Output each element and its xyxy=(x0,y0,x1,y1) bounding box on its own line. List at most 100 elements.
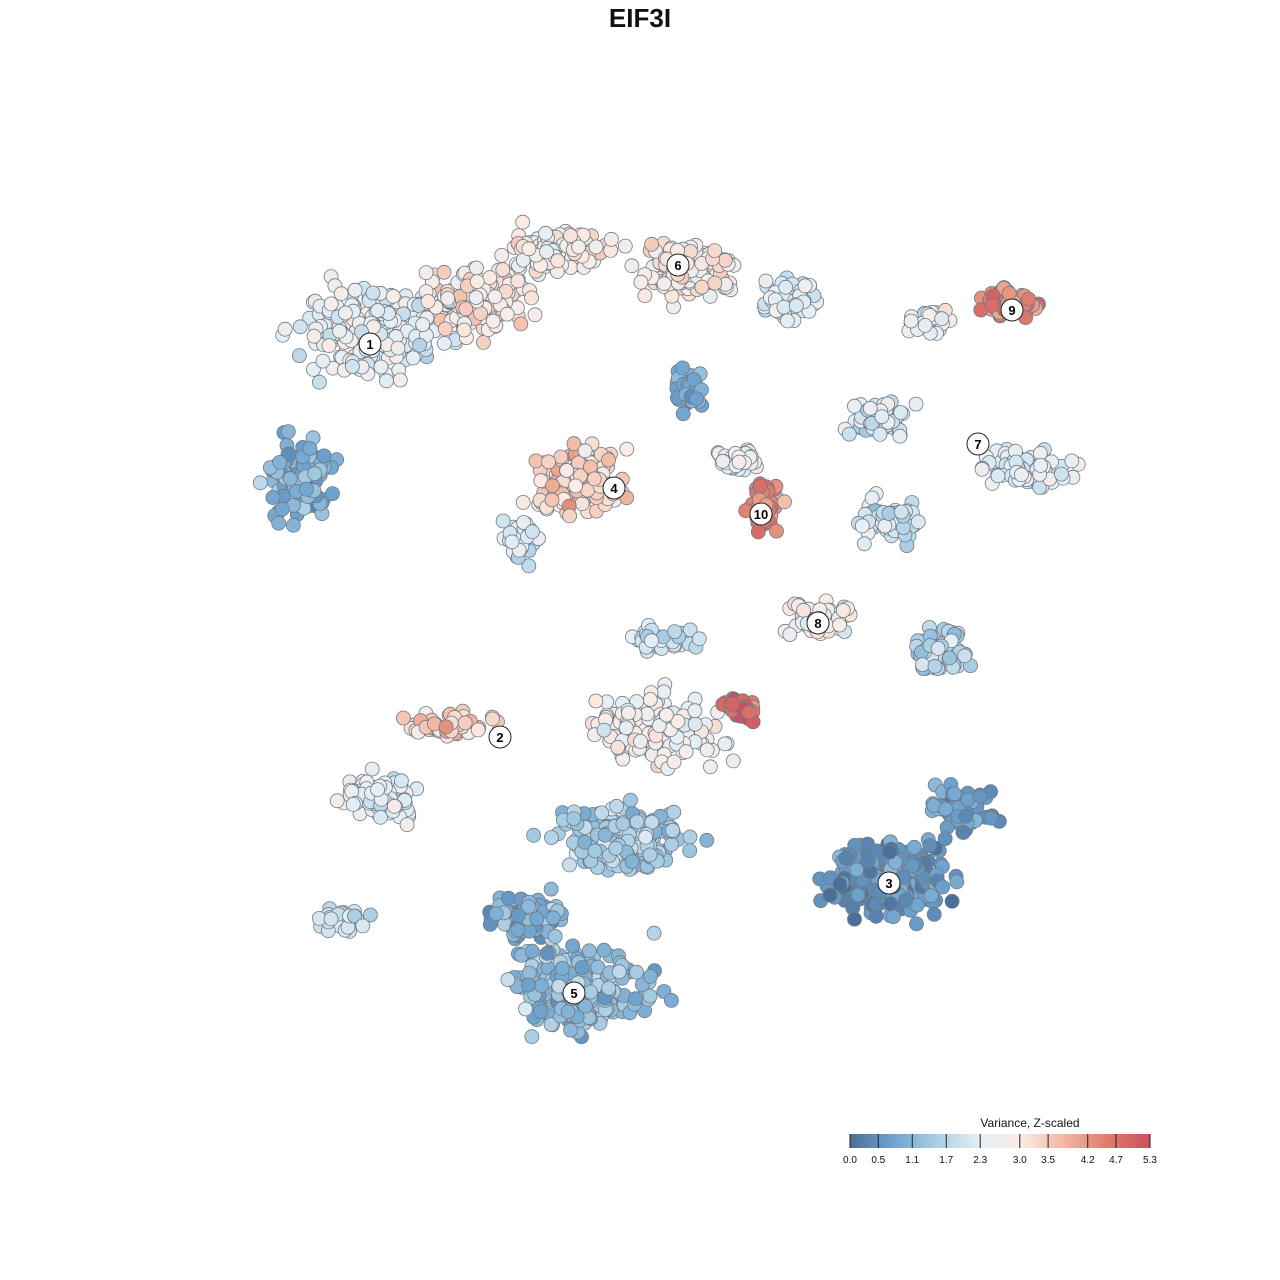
cell-point xyxy=(571,239,586,255)
cell-point xyxy=(476,334,491,350)
legend-tick-label: 5.3 xyxy=(1143,1155,1157,1166)
cell-point xyxy=(644,633,659,649)
cell-point xyxy=(513,316,529,332)
legend-tick-label: 4.7 xyxy=(1109,1155,1123,1166)
cell-point xyxy=(305,361,321,377)
cell-point xyxy=(667,624,683,639)
cell-point xyxy=(881,506,897,521)
cell-point xyxy=(316,448,332,464)
cell-point xyxy=(347,908,362,924)
cell-point xyxy=(885,909,901,925)
cell-point xyxy=(563,1022,578,1038)
cell-point xyxy=(280,424,296,440)
cell-point xyxy=(949,874,965,890)
cell-point xyxy=(882,844,898,860)
cell-point xyxy=(915,657,930,672)
cell-point xyxy=(642,847,658,863)
cell-point xyxy=(544,830,559,845)
cell-point xyxy=(539,244,554,260)
cell-point xyxy=(664,993,679,1008)
cell-point xyxy=(934,311,950,327)
cell-point xyxy=(271,515,287,531)
cell-point xyxy=(574,496,590,512)
cell-point xyxy=(628,991,643,1007)
cell-point xyxy=(935,879,950,895)
cell-point xyxy=(922,838,938,853)
cell-point xyxy=(777,494,792,510)
cell-point xyxy=(468,260,484,276)
cell-point xyxy=(518,1001,533,1017)
cell-point xyxy=(469,274,485,290)
cell-point xyxy=(956,825,971,840)
cell-point xyxy=(898,892,914,908)
cell-point xyxy=(707,243,723,259)
cell-point xyxy=(495,513,511,529)
cluster-label-1: 1 xyxy=(358,332,382,356)
cell-point xyxy=(550,253,566,269)
cell-point xyxy=(510,908,526,923)
cell-point xyxy=(926,907,942,922)
cluster-marker xyxy=(966,432,990,456)
cell-point xyxy=(568,478,583,494)
cell-point xyxy=(586,471,602,487)
cell-point xyxy=(285,517,301,533)
cell-point xyxy=(797,278,813,294)
legend-tick-label: 3.5 xyxy=(1041,1155,1055,1166)
cell-point xyxy=(347,282,363,298)
cell-point xyxy=(291,348,307,364)
cell-point xyxy=(615,816,631,832)
cell-point xyxy=(990,468,1006,484)
cell-point xyxy=(707,275,723,291)
cluster-label-8: 8 xyxy=(806,611,830,635)
cell-point xyxy=(682,843,698,858)
cell-point xyxy=(323,911,339,927)
cell-point xyxy=(651,718,667,734)
cell-point xyxy=(529,911,545,927)
cell-point xyxy=(910,514,926,530)
cell-point xyxy=(515,214,531,230)
cell-point xyxy=(438,719,454,735)
cell-point xyxy=(838,850,854,866)
cell-point xyxy=(841,426,857,442)
cell-point xyxy=(390,340,406,356)
cell-point xyxy=(717,252,733,268)
cell-point xyxy=(516,515,531,530)
cell-point xyxy=(832,617,847,633)
cell-point xyxy=(500,890,516,906)
cluster-marker xyxy=(666,253,690,277)
cell-point xyxy=(385,288,401,304)
cell-point xyxy=(520,977,536,993)
cell-point xyxy=(597,827,613,843)
cell-point xyxy=(521,899,536,914)
cell-point xyxy=(947,786,962,802)
cell-point xyxy=(822,887,838,903)
legend-ticks: 0.0 0.5 1.1 1.7 2.3 3.0 3.5 4.2 4.7 5.3 xyxy=(843,1134,1157,1166)
cell-point xyxy=(594,805,610,821)
cell-point xyxy=(905,858,920,874)
cell-point xyxy=(624,854,640,869)
cell-point xyxy=(395,710,411,726)
cluster-number: 2 xyxy=(496,730,503,745)
cell-point xyxy=(776,299,792,315)
cell-point xyxy=(370,303,386,318)
cell-point xyxy=(504,534,520,550)
legend-tick-label: 0.0 xyxy=(843,1155,857,1166)
cell-point xyxy=(629,814,645,830)
cell-point xyxy=(282,471,298,487)
cell-point xyxy=(544,492,560,508)
cluster-labels: 1 2 3 4 5 6 7 8 9 10 xyxy=(358,253,1024,1005)
cell-point xyxy=(847,911,862,927)
cell-point xyxy=(938,801,954,817)
cell-point xyxy=(608,840,624,856)
cell-point xyxy=(499,306,515,322)
legend-tick-label: 4.2 xyxy=(1081,1155,1095,1166)
cell-point xyxy=(1021,291,1036,307)
cell-point xyxy=(487,289,503,305)
cell-point xyxy=(972,789,988,804)
cell-point xyxy=(893,405,909,420)
cell-point xyxy=(665,822,680,838)
cell-point xyxy=(675,360,690,376)
cluster-marker xyxy=(488,725,512,749)
chart-title: EIF3I xyxy=(609,3,671,33)
cell-point xyxy=(510,922,526,938)
